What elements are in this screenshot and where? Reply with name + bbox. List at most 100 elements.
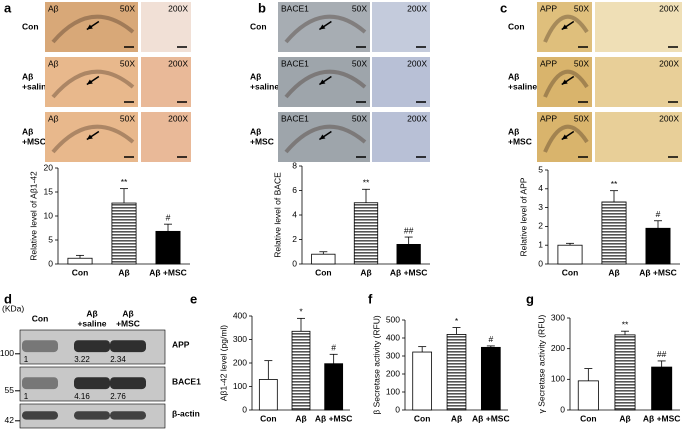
tissue xyxy=(543,69,589,98)
marker: 55 xyxy=(5,385,15,395)
row-label: +saline xyxy=(250,81,279,91)
lane-label: +saline xyxy=(77,318,106,328)
panel-letter: f xyxy=(368,291,373,306)
stain-label: BACE1 xyxy=(281,58,309,68)
significance: * xyxy=(299,307,303,317)
bar xyxy=(614,334,636,411)
mag-label: 50X xyxy=(120,3,135,13)
y-tick-label: 8 xyxy=(292,160,297,170)
y-tick-label: 400 xyxy=(233,310,247,320)
row-label: Aβ xyxy=(250,71,261,81)
bar xyxy=(291,330,311,411)
bar xyxy=(311,253,336,265)
y-tick-label: 6 xyxy=(292,185,297,195)
bar xyxy=(601,201,627,265)
band-ratio: 4.16 xyxy=(74,392,90,401)
lane-label: +MSC xyxy=(116,318,140,328)
stain-label: BACE1 xyxy=(281,113,309,123)
significance: # xyxy=(656,209,661,219)
bar xyxy=(645,227,671,265)
arrow-head xyxy=(319,24,326,30)
tissue xyxy=(284,14,367,44)
row-label: +saline xyxy=(22,81,51,91)
panel-letter: c xyxy=(500,0,507,15)
y-tick-label: 300 xyxy=(551,312,565,322)
mag-label: 200X xyxy=(407,3,427,13)
stain-label: APP xyxy=(540,58,557,68)
high-mag-image xyxy=(595,112,682,162)
y-tick-label: 15 xyxy=(44,186,54,196)
significance: # xyxy=(488,334,493,344)
stain-label: APP xyxy=(540,113,557,123)
y-axis-label: β Secretase activity (RFU) xyxy=(371,315,381,415)
x-tick-label: Con xyxy=(260,413,277,423)
y-tick-label: 20 xyxy=(44,162,54,172)
y-axis-label: Relative level of BACE xyxy=(272,172,282,258)
y-tick-label: 300 xyxy=(233,334,247,344)
arrow-head xyxy=(86,79,93,85)
row-label: Con xyxy=(22,21,39,31)
mag-label: 200X xyxy=(407,58,427,68)
row-label: +saline xyxy=(508,81,537,91)
high-mag-image xyxy=(372,2,430,52)
mag-label: 50X xyxy=(574,3,589,13)
panel-letter: e xyxy=(190,291,197,306)
y-tick-label: 0 xyxy=(242,404,247,414)
tissue xyxy=(51,14,135,44)
y-tick-label: 4 xyxy=(292,209,297,219)
stain-label: BACE1 xyxy=(281,3,309,13)
lane-label: Aβ xyxy=(122,308,133,318)
y-tick-label: 500 xyxy=(386,314,400,324)
band xyxy=(110,340,146,353)
bar xyxy=(324,363,344,411)
row-label: Aβ xyxy=(250,126,261,136)
row-label: +MSC xyxy=(508,136,532,146)
y-tick-label: 200 xyxy=(233,357,247,367)
band-ratio: 2.76 xyxy=(110,392,126,401)
high-mag-image xyxy=(141,112,191,162)
band xyxy=(22,377,58,390)
x-tick-label: Con xyxy=(315,267,332,277)
arrow-head xyxy=(86,24,93,30)
x-tick-label: Aβ +MSC xyxy=(643,413,681,423)
x-tick-label: Con xyxy=(580,413,597,423)
mag-label: 50X xyxy=(352,113,367,123)
x-tick-label: Aβ +MSC xyxy=(149,267,187,277)
bar xyxy=(557,244,583,265)
stain-label: Aβ xyxy=(48,58,59,68)
stain-label: Aβ xyxy=(48,3,59,13)
y-tick-label: 0 xyxy=(560,404,565,414)
y-tick-label: 0 xyxy=(395,404,400,414)
stain-label: Aβ xyxy=(48,113,59,123)
arrow-head xyxy=(561,134,568,140)
band-ratio: 1 xyxy=(24,355,29,364)
x-tick-label: Aβ +MSC xyxy=(639,267,677,277)
mag-label: 50X xyxy=(352,58,367,68)
high-mag-image xyxy=(141,2,191,52)
mag-label: 50X xyxy=(574,113,589,123)
x-tick-label: Aβ xyxy=(451,413,462,423)
blot-unit: (KDa) xyxy=(2,303,24,313)
row-label: Con xyxy=(508,21,525,31)
mag-label: 50X xyxy=(352,3,367,13)
x-tick-label: Con xyxy=(72,267,89,277)
significance: # xyxy=(331,343,336,353)
x-tick-label: Aβ +MSC xyxy=(390,267,428,277)
bar xyxy=(111,202,137,265)
panel-letter: a xyxy=(4,0,12,15)
arrow-head xyxy=(561,79,568,85)
y-axis-label: Relative level of Aβ1-42 xyxy=(28,171,38,261)
y-tick-label: 300 xyxy=(386,350,400,360)
tissue xyxy=(284,69,367,99)
bar xyxy=(446,333,467,411)
band-ratio: 3.22 xyxy=(74,355,90,364)
tissue xyxy=(51,69,135,99)
bar xyxy=(155,230,181,265)
row-label: Aβ xyxy=(508,126,519,136)
significance: ## xyxy=(657,349,667,359)
arrow-head xyxy=(86,134,93,140)
mag-label: 200X xyxy=(659,3,679,13)
x-tick-label: Aβ xyxy=(295,413,306,423)
bar xyxy=(577,380,599,411)
row-label: Aβ xyxy=(508,71,519,81)
